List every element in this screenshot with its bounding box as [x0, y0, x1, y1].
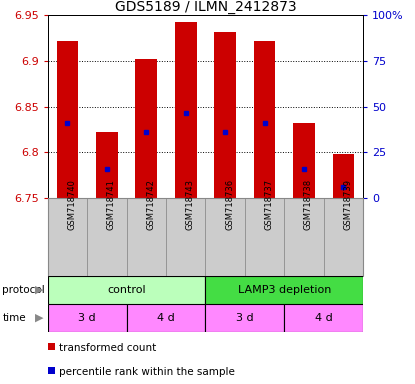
- Text: time: time: [2, 313, 26, 323]
- Bar: [205, 276, 363, 304]
- Bar: [293, 123, 315, 198]
- Text: 4 d: 4 d: [157, 313, 175, 323]
- Bar: [324, 198, 363, 276]
- Bar: [205, 304, 284, 332]
- Bar: [284, 198, 324, 276]
- Text: ▶: ▶: [35, 285, 44, 295]
- Bar: [175, 22, 197, 198]
- Bar: [48, 367, 55, 374]
- Text: GSM718741: GSM718741: [107, 179, 116, 230]
- Bar: [48, 304, 127, 332]
- Bar: [87, 198, 127, 276]
- Text: 3 d: 3 d: [236, 313, 254, 323]
- Bar: [332, 154, 354, 198]
- Text: ▶: ▶: [35, 313, 44, 323]
- Bar: [48, 198, 87, 276]
- Text: GSM718737: GSM718737: [265, 179, 273, 230]
- Bar: [245, 198, 284, 276]
- Bar: [214, 32, 236, 198]
- Bar: [166, 198, 205, 276]
- Text: GSM718738: GSM718738: [304, 179, 313, 230]
- Bar: [56, 41, 78, 198]
- Bar: [127, 304, 205, 332]
- Bar: [205, 198, 245, 276]
- Bar: [48, 343, 55, 350]
- Text: percentile rank within the sample: percentile rank within the sample: [59, 366, 235, 377]
- Text: 4 d: 4 d: [315, 313, 332, 323]
- Title: GDS5189 / ILMN_2412873: GDS5189 / ILMN_2412873: [115, 0, 296, 14]
- Text: control: control: [107, 285, 146, 295]
- Bar: [254, 41, 276, 198]
- Bar: [96, 132, 118, 198]
- Bar: [284, 304, 363, 332]
- Text: GSM718742: GSM718742: [146, 179, 155, 230]
- Bar: [127, 198, 166, 276]
- Text: LAMP3 depletion: LAMP3 depletion: [237, 285, 331, 295]
- Text: transformed count: transformed count: [59, 343, 156, 353]
- Text: GSM718739: GSM718739: [344, 179, 352, 230]
- Text: 3 d: 3 d: [78, 313, 96, 323]
- Bar: [135, 59, 157, 198]
- Text: GSM718736: GSM718736: [225, 179, 234, 230]
- Bar: [48, 276, 205, 304]
- Text: GSM718743: GSM718743: [186, 179, 195, 230]
- Text: GSM718740: GSM718740: [67, 179, 76, 230]
- Text: protocol: protocol: [2, 285, 45, 295]
